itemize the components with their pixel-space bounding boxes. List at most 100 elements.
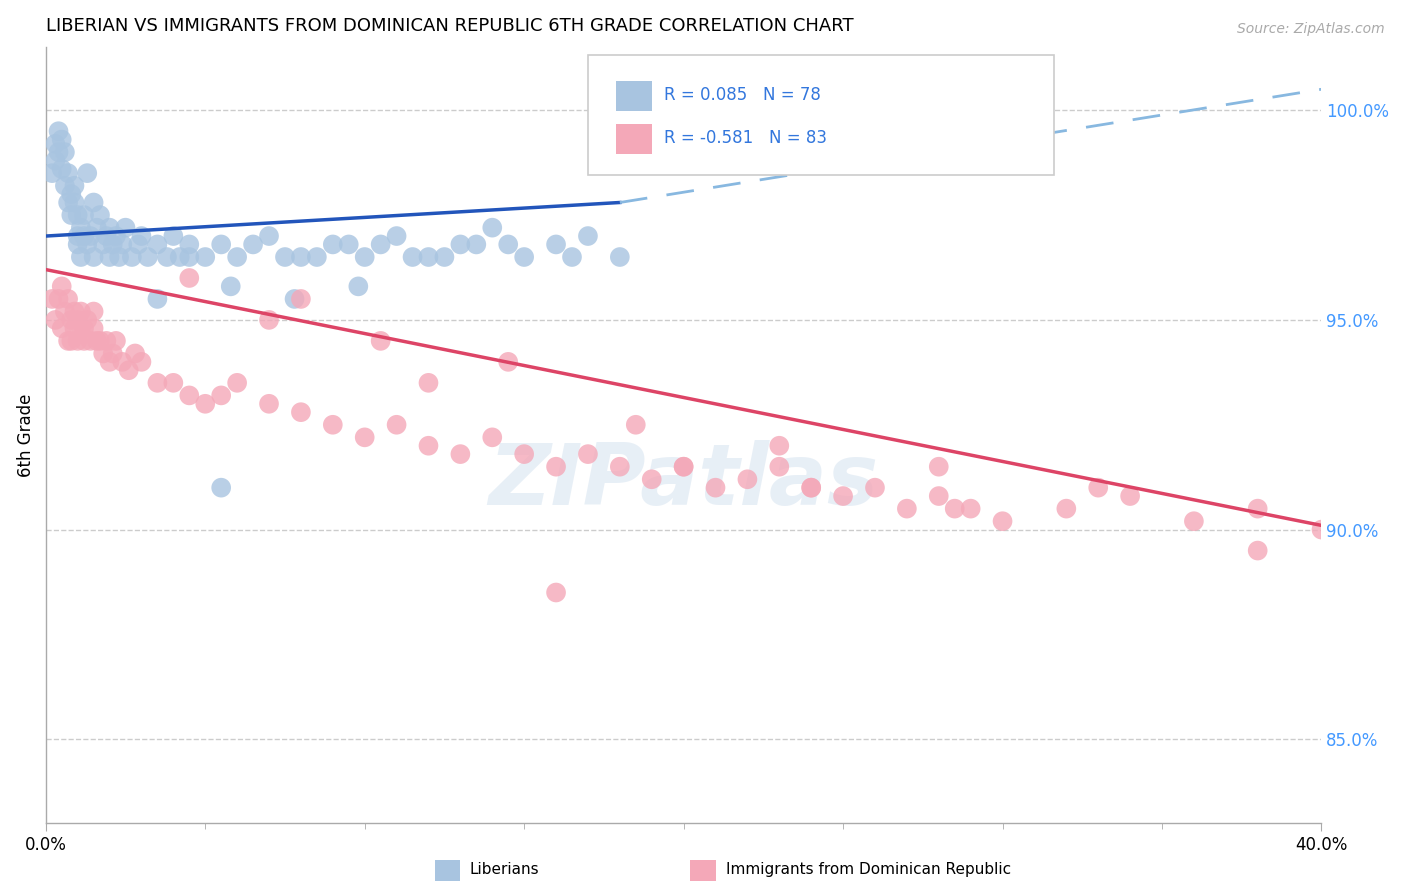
Point — [79, 229, 101, 244]
Point — [83, 304, 105, 318]
Point — [1247, 501, 1270, 516]
Point — [544, 237, 567, 252]
Point — [118, 363, 141, 377]
Point — [337, 237, 360, 252]
Point — [322, 417, 344, 432]
Point — [290, 292, 312, 306]
Point — [624, 417, 647, 432]
Point — [70, 250, 93, 264]
Point — [1119, 489, 1142, 503]
Point — [496, 355, 519, 369]
Point — [832, 489, 855, 503]
Point — [418, 376, 440, 390]
Point — [226, 250, 249, 264]
Point — [104, 229, 127, 244]
Point — [131, 229, 153, 244]
Point — [60, 187, 83, 202]
Point — [481, 430, 503, 444]
Point — [896, 501, 918, 516]
Text: ZIPatlas: ZIPatlas — [488, 441, 879, 524]
Point — [60, 208, 83, 222]
Point — [66, 237, 89, 252]
Point — [70, 304, 93, 318]
Point — [370, 334, 392, 348]
Point — [96, 334, 118, 348]
Point — [53, 178, 76, 193]
Point — [609, 459, 631, 474]
Point — [66, 313, 89, 327]
Point — [56, 166, 79, 180]
Point — [353, 430, 375, 444]
Bar — [690, 860, 716, 881]
Point — [56, 292, 79, 306]
Point — [60, 334, 83, 348]
Point — [226, 376, 249, 390]
Point — [1087, 481, 1109, 495]
Point — [91, 237, 114, 252]
Point — [322, 237, 344, 252]
Point — [73, 321, 96, 335]
Point — [169, 250, 191, 264]
Point — [63, 304, 86, 318]
Point — [179, 237, 201, 252]
Point — [41, 292, 63, 306]
Point — [449, 447, 471, 461]
Point — [56, 195, 79, 210]
Point — [194, 250, 217, 264]
Point — [290, 250, 312, 264]
Point — [672, 459, 695, 474]
Point — [242, 237, 264, 252]
Point — [111, 237, 134, 252]
Point — [76, 166, 98, 180]
Point — [48, 145, 70, 160]
Point — [544, 459, 567, 474]
Point — [401, 250, 423, 264]
Point — [162, 229, 184, 244]
Point — [768, 439, 790, 453]
Point — [86, 220, 108, 235]
Point — [1182, 514, 1205, 528]
Text: Source: ZipAtlas.com: Source: ZipAtlas.com — [1237, 22, 1385, 37]
Point — [370, 237, 392, 252]
Point — [449, 237, 471, 252]
Point — [60, 313, 83, 327]
Point — [576, 229, 599, 244]
Text: R = -0.581   N = 83: R = -0.581 N = 83 — [665, 129, 828, 147]
Point — [44, 136, 66, 151]
Point — [66, 334, 89, 348]
Point — [544, 585, 567, 599]
Point — [70, 220, 93, 235]
Point — [70, 321, 93, 335]
Point — [136, 250, 159, 264]
Point — [274, 250, 297, 264]
Point — [672, 459, 695, 474]
Point — [53, 145, 76, 160]
Point — [928, 489, 950, 503]
Point — [96, 229, 118, 244]
Point — [41, 166, 63, 180]
Point — [98, 355, 121, 369]
Point — [179, 271, 201, 285]
Point — [290, 405, 312, 419]
Point — [146, 237, 169, 252]
Point — [76, 237, 98, 252]
Point — [768, 459, 790, 474]
Point — [114, 220, 136, 235]
Point — [111, 355, 134, 369]
Point — [98, 220, 121, 235]
Point — [418, 250, 440, 264]
Point — [737, 472, 759, 486]
Point — [194, 397, 217, 411]
Point — [56, 334, 79, 348]
Point — [51, 321, 73, 335]
Point — [48, 124, 70, 138]
Point — [1247, 543, 1270, 558]
Point — [44, 313, 66, 327]
Point — [209, 388, 232, 402]
Text: Liberians: Liberians — [470, 863, 538, 877]
Point — [51, 132, 73, 146]
Text: R = 0.085   N = 78: R = 0.085 N = 78 — [665, 87, 821, 104]
Point — [101, 237, 124, 252]
Point — [928, 459, 950, 474]
Point — [561, 250, 583, 264]
